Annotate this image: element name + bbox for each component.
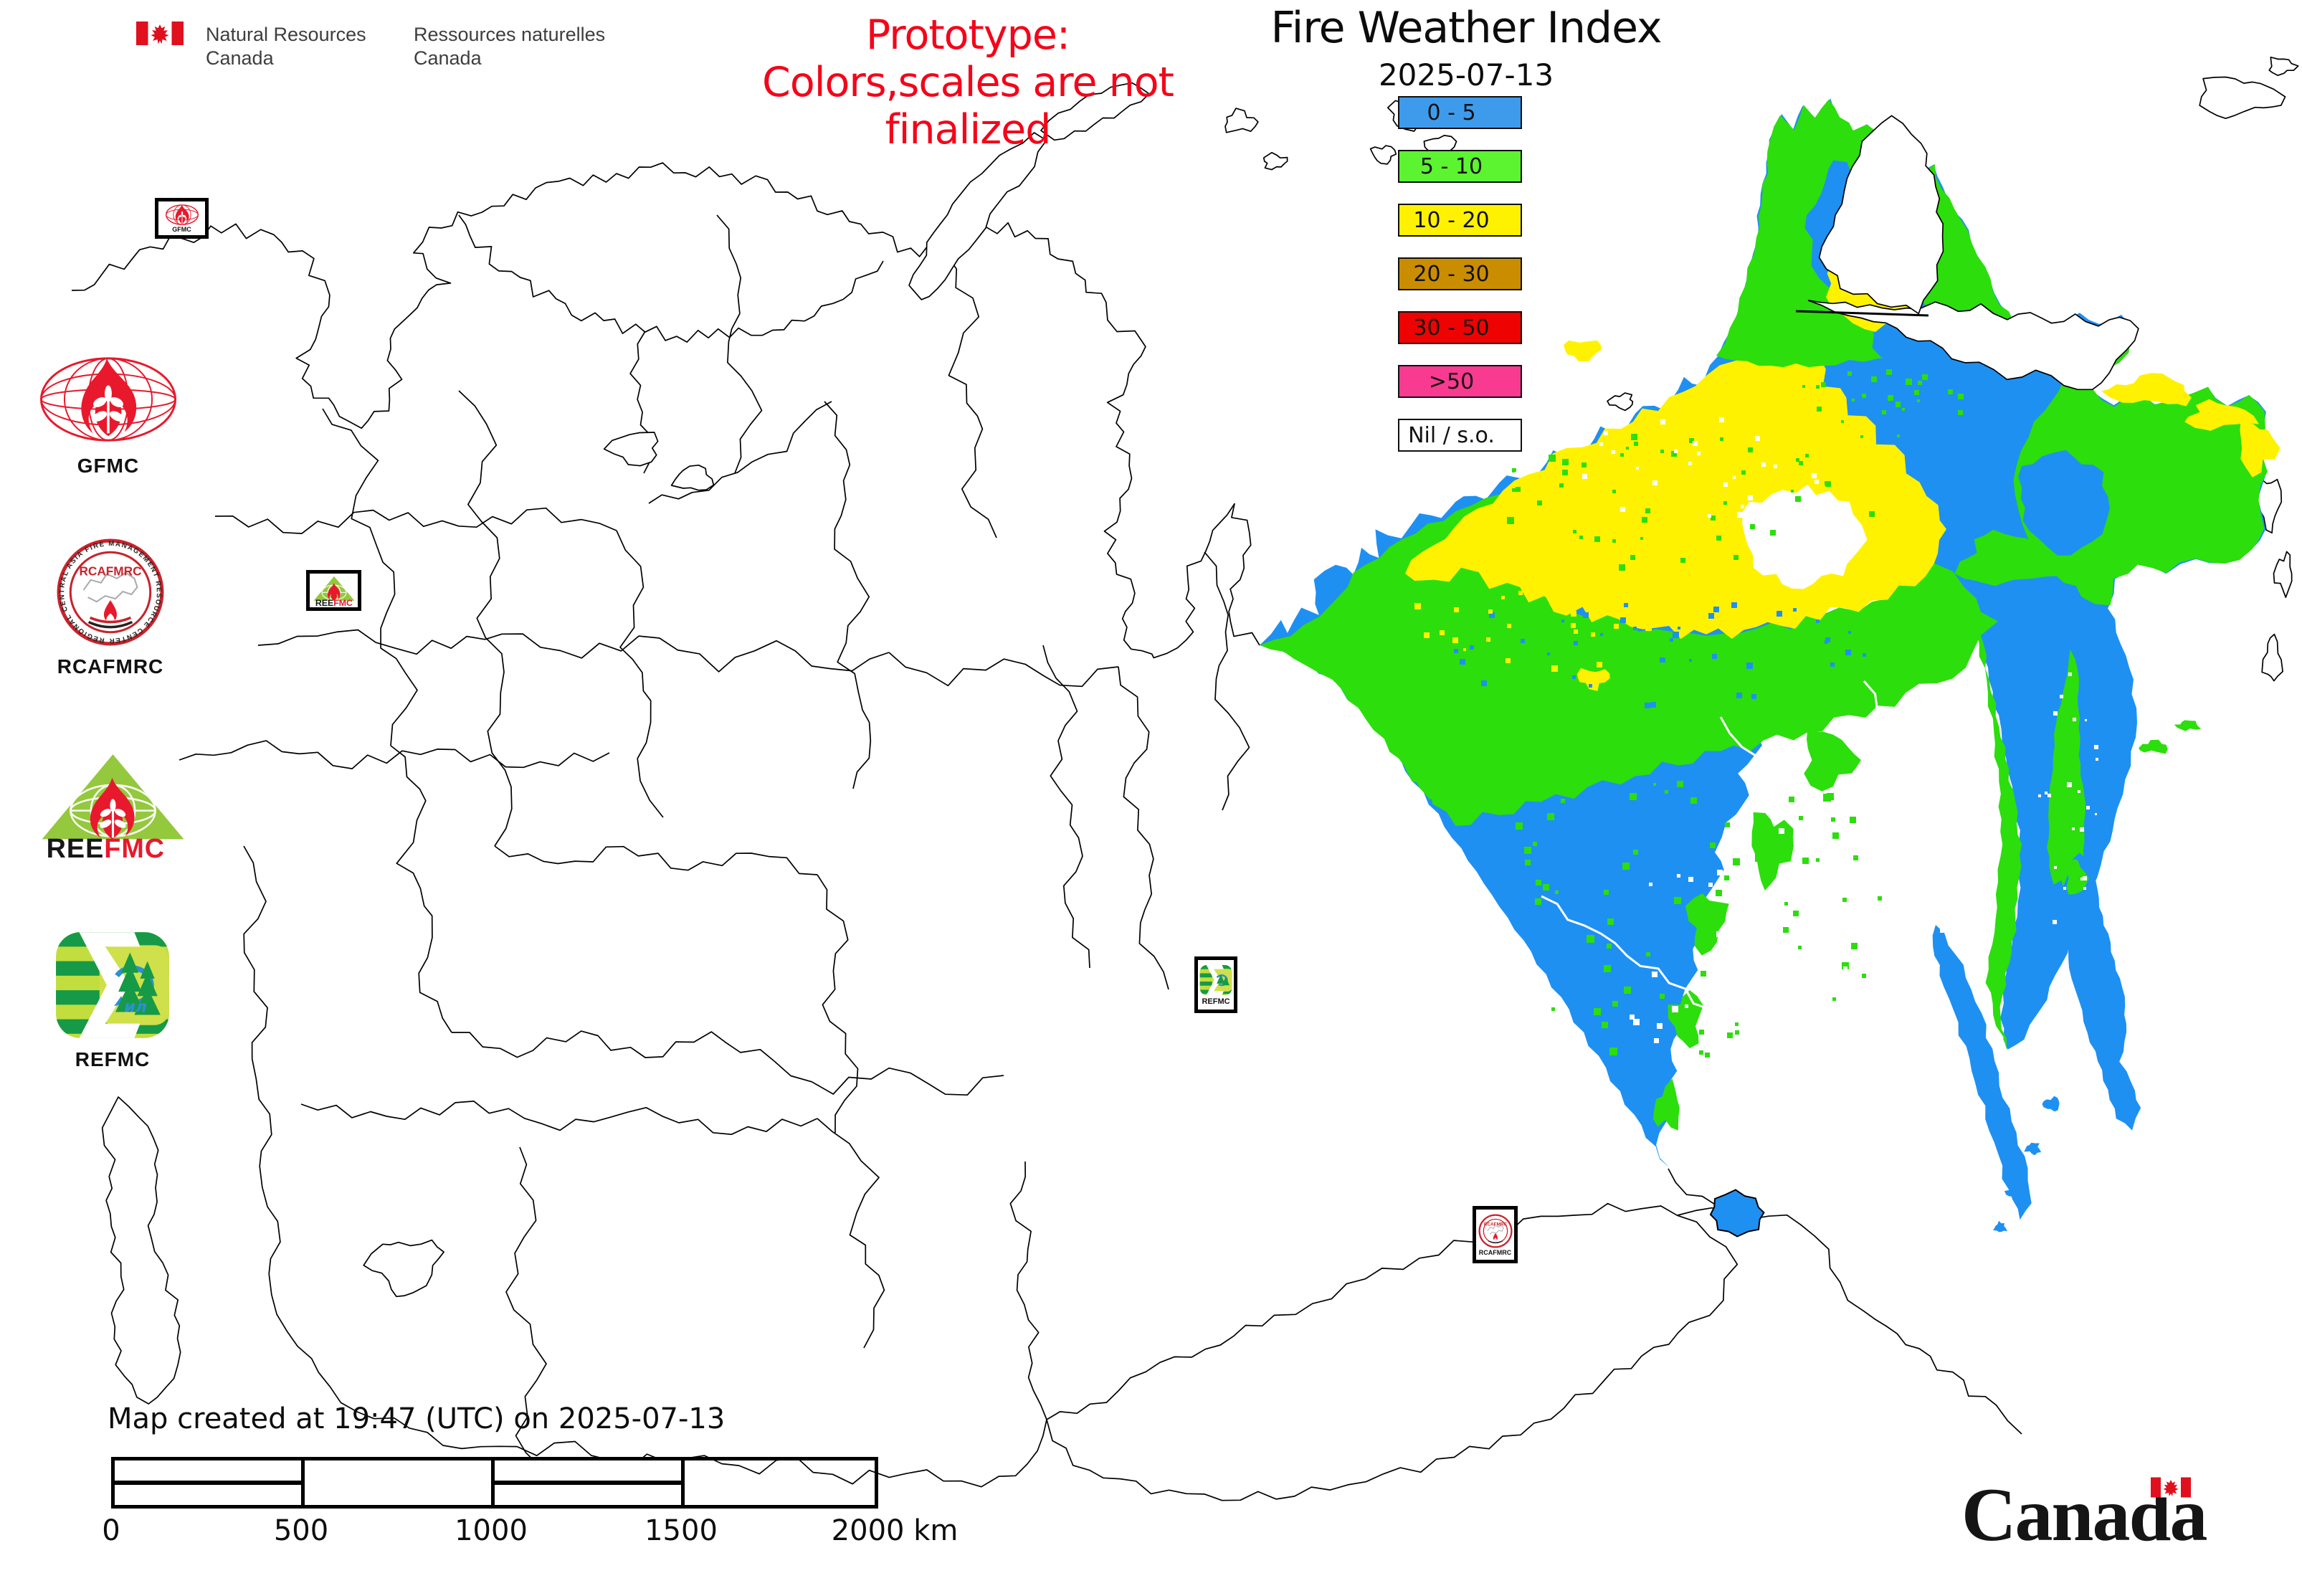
- scale-segment-2: [305, 1460, 495, 1505]
- reefmc-label-black: REE: [47, 833, 105, 860]
- legend-item-5: >50: [1398, 365, 1522, 398]
- prototype-line1: Prototype:: [865, 11, 1070, 59]
- svg-text:REEFMC: REEFMC: [47, 833, 165, 860]
- reefmc-marker-label-red: FMC: [333, 597, 353, 606]
- gfmc-map-marker: GFMC: [155, 198, 209, 239]
- legend-label: 30 - 50: [1413, 315, 1490, 341]
- legend-item-3: 20 - 30: [1398, 257, 1522, 290]
- scale-bar: [111, 1457, 878, 1509]
- refmc-marker-label: REFMC: [1202, 997, 1230, 1006]
- legend-label: Nil / s.o.: [1408, 422, 1495, 448]
- nrcan-fr-line1: Ressources naturelles: [414, 24, 606, 45]
- reefmc-marker-label-black: REE: [315, 597, 333, 606]
- rcafmrc-label: RCAFMRC: [57, 655, 164, 678]
- rcafmrc-logo: REGIONAL CENTRAL ASIA FIRE MANAGEMENT RE…: [56, 538, 165, 678]
- scale-tick-1000: 1000: [455, 1514, 528, 1547]
- scale-segment-3: [495, 1460, 685, 1505]
- nrcan-en-line1: Natural Resources: [206, 24, 366, 45]
- reefmc-map-marker: REEFMC: [306, 570, 361, 611]
- nrcan-wordmark-en: Natural Resources Canada: [206, 23, 366, 70]
- gfmc-label: GFMC: [77, 455, 140, 477]
- canada-flag-icon: [135, 21, 184, 46]
- refmc-sigma-icon: ил: [56, 932, 169, 1038]
- rcafmrc-map-marker: RCAFMRC RCAFMRC: [1473, 1206, 1518, 1263]
- rcafmrc-seal-icon: REGIONAL CENTRAL ASIA FIRE MANAGEMENT RE…: [57, 538, 164, 646]
- scale-segment-1: [115, 1460, 305, 1505]
- nrcan-wordmark-fr: Ressources naturelles Canada: [414, 23, 605, 70]
- scale-tick-end: 2000 km: [831, 1514, 959, 1547]
- gfmc-logo: GFMC: [37, 354, 179, 478]
- reefmc-label-red: FMC: [104, 833, 165, 860]
- rcafmrc-marker-label: RCAFMRC: [1478, 1248, 1512, 1256]
- fwi-speckles: [1414, 369, 2098, 1102]
- rcafmrc-marker-badge: RCAFMRC: [1483, 1222, 1507, 1227]
- gfmc-marker-label: GFMC: [172, 226, 191, 233]
- reefmc-logo: REEFMC: [36, 750, 190, 863]
- scale-tick-1500: 1500: [645, 1514, 718, 1547]
- refmc-label: REFMC: [75, 1048, 151, 1070]
- legend-label: 10 - 20: [1413, 207, 1490, 233]
- scale-tick-500: 500: [273, 1514, 329, 1547]
- reefmc-triangle-icon: REEFMC: [42, 754, 184, 863]
- refmc-inner-text: ил: [124, 997, 147, 1016]
- legend-label: 5 - 10: [1419, 153, 1483, 179]
- canada-wordmark-flag-icon: [2151, 1477, 2191, 1498]
- rcafmrc-badge-text: RCAFMRC: [79, 564, 141, 579]
- refmc-map-marker: REFMC: [1194, 956, 1237, 1013]
- legend-item-1: 5 - 10: [1398, 150, 1522, 183]
- fwi-raster-region: [1260, 98, 2280, 1238]
- nrcan-en-line2: Canada: [206, 47, 274, 69]
- legend-item-4: 30 - 50: [1398, 311, 1522, 344]
- prototype-line2: Colors,scales are not finalized: [762, 59, 1174, 153]
- gfmc-globe-flame-icon: [39, 357, 177, 442]
- legend-label: 20 - 30: [1413, 261, 1490, 287]
- legend-label: >50: [1428, 369, 1475, 394]
- nrcan-fr-line2: Canada: [414, 47, 482, 69]
- creation-timestamp: Map created at 19:47 (UTC) on 2025-07-13: [108, 1402, 726, 1435]
- title-block: Fire Weather Index 2025-07-13: [1269, 3, 1663, 92]
- scale-segment-4: [685, 1460, 875, 1505]
- svg-text:REEFMC: REEFMC: [315, 597, 352, 606]
- fwi-legend: 0 - 5 5 - 10 10 - 20 20 - 30 30 - 50 >50 Nil /…: [1398, 96, 1524, 472]
- legend-item-2: 10 - 20: [1398, 204, 1522, 237]
- page-title: Fire Weather Index: [1270, 3, 1662, 53]
- legend-item-0: 0 - 5: [1398, 96, 1522, 129]
- legend-label: 0 - 5: [1427, 100, 1476, 125]
- base-outlines: [71, 56, 2299, 1506]
- scale-tick-0: 0: [102, 1514, 120, 1547]
- refmc-logo: ил REFMC: [54, 931, 171, 1071]
- prototype-warning: Prototype: Colors,scales are not finaliz…: [674, 11, 1262, 153]
- map-date: 2025-07-13: [1378, 57, 1554, 92]
- legend-item-6: Nil / s.o.: [1398, 419, 1522, 452]
